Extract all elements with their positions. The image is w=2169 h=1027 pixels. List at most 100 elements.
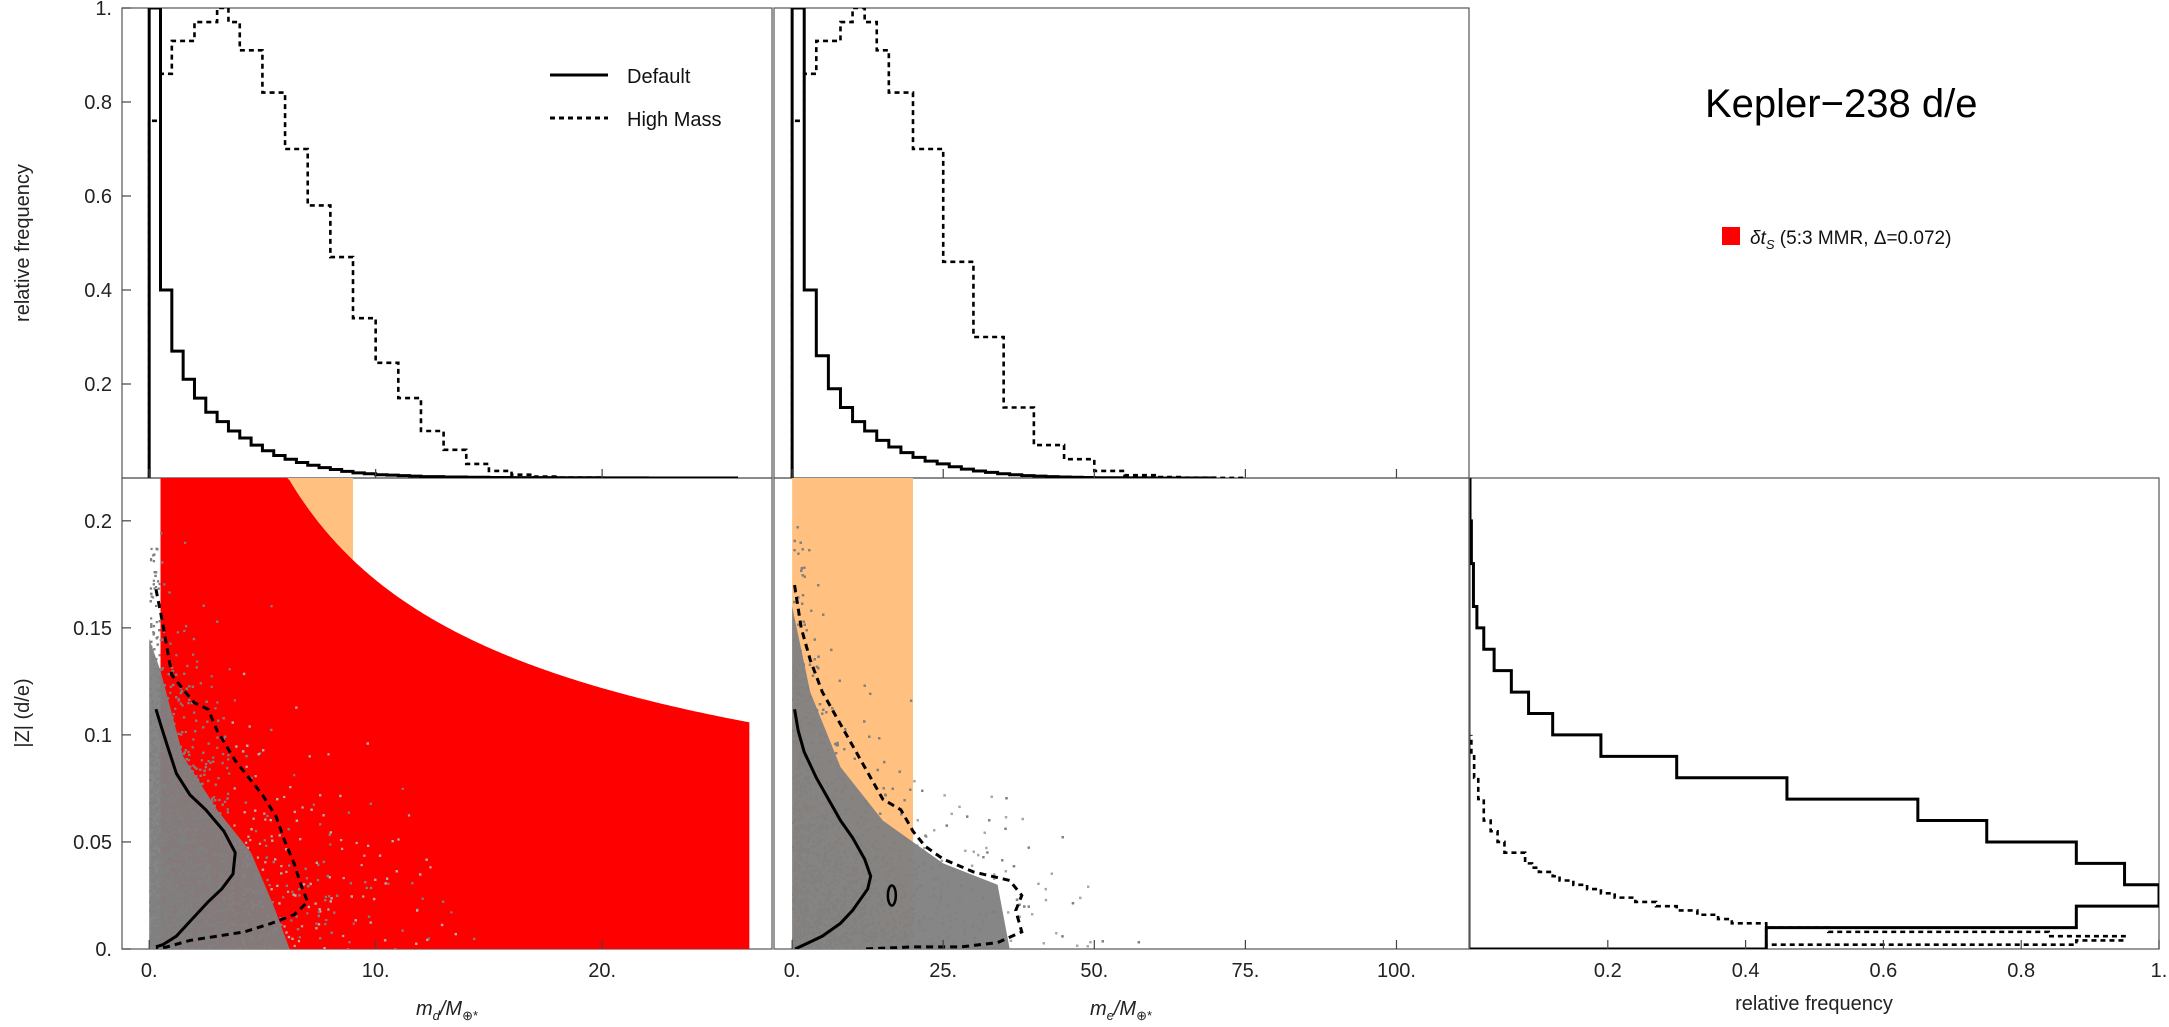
scatter-point <box>348 941 351 944</box>
scatter-point <box>186 664 189 668</box>
scatter-point <box>185 758 188 761</box>
scatter-point <box>202 751 205 754</box>
scatter-point <box>160 532 163 535</box>
scatter-point <box>440 923 444 927</box>
scatter-point <box>257 753 260 756</box>
scatter-point <box>290 919 293 922</box>
scatter-point <box>223 800 227 803</box>
scatter-point <box>179 687 182 690</box>
scatter-point <box>150 640 153 643</box>
scatter-point <box>153 648 156 651</box>
scatter-point <box>335 894 339 897</box>
scatter-point <box>162 630 166 633</box>
scatter-point <box>295 706 298 709</box>
scatter-point <box>415 909 419 912</box>
scatter-point <box>179 702 182 705</box>
scatter-point <box>317 911 320 914</box>
scatter-point <box>288 864 291 867</box>
scatter-point <box>152 583 155 586</box>
scatter-point <box>324 923 327 926</box>
scatter-point <box>350 895 353 898</box>
scatter-point <box>283 795 286 799</box>
scatter-point <box>293 810 296 814</box>
scatter-point <box>250 776 253 780</box>
scatter-point <box>151 596 155 599</box>
scatter-point <box>217 777 220 780</box>
scatter-point <box>261 868 265 871</box>
scatter-point <box>293 774 296 777</box>
scatter-point <box>222 737 225 740</box>
scatter-point <box>200 783 203 786</box>
scatter-point <box>279 917 282 920</box>
scatter-point <box>154 571 158 574</box>
scatter-point <box>228 668 231 671</box>
scatter-point <box>192 711 196 714</box>
scatter-point <box>214 783 217 786</box>
scatter-point <box>266 814 269 818</box>
scatter-point <box>159 638 162 642</box>
scatter-point <box>298 888 301 891</box>
scatter-point <box>188 698 191 702</box>
scatter-point <box>246 744 249 747</box>
scatter-point <box>367 915 371 918</box>
scatter-point <box>226 792 230 795</box>
scatter-point <box>221 803 224 806</box>
scatter-point <box>175 654 178 657</box>
scatter-point <box>181 731 184 734</box>
scatter-point <box>213 804 217 807</box>
scatter-point <box>187 750 190 754</box>
scatter-point <box>354 919 357 922</box>
scatter-point <box>179 692 182 695</box>
scatter-point <box>301 806 304 809</box>
scatter-point <box>209 761 212 764</box>
scatter-point <box>194 730 197 733</box>
scatter-point <box>245 755 248 758</box>
scatter-point <box>179 745 182 748</box>
scatter-point <box>248 725 251 728</box>
scatter-point <box>246 846 249 850</box>
scatter-point <box>184 625 188 628</box>
scatter-point <box>226 808 229 811</box>
scatter-point <box>280 864 283 868</box>
scatter-point <box>188 753 191 756</box>
scatter-point <box>152 631 155 634</box>
scatter-point <box>233 787 236 790</box>
scatter-point <box>224 735 227 738</box>
scatter-point <box>271 839 274 842</box>
scatter-point <box>211 800 214 803</box>
scatter-point <box>369 802 373 806</box>
scatter-point <box>175 673 178 676</box>
scatter-point <box>216 746 219 749</box>
scatter-point <box>367 844 370 847</box>
scatter-point <box>421 897 424 900</box>
scatter-point <box>200 759 203 762</box>
scatter-point <box>182 716 186 719</box>
scatter-point <box>167 697 170 700</box>
scatter-point <box>285 870 288 874</box>
scatter-point <box>304 867 307 870</box>
scatter-point <box>233 824 236 827</box>
scatter-point <box>153 553 156 556</box>
scatter-point <box>226 766 229 770</box>
scatter-point <box>296 928 300 931</box>
scatter-point <box>222 717 225 720</box>
scatter-point <box>287 828 290 831</box>
scatter-point <box>169 685 173 688</box>
scatter-point <box>195 767 198 770</box>
scatter-point <box>174 707 177 710</box>
scatter-point <box>210 685 213 688</box>
scatter-point <box>308 755 311 758</box>
scatter-point <box>149 600 152 603</box>
scatter-point <box>394 948 397 949</box>
scatter-point <box>298 894 301 897</box>
scatter-point <box>218 798 221 802</box>
scatter-point <box>369 921 372 924</box>
scatter-point <box>319 823 322 826</box>
scatter-point <box>192 764 195 767</box>
scatter-point <box>411 882 414 885</box>
scatter-point <box>330 897 333 900</box>
scatter-point <box>401 787 404 790</box>
scatter-point <box>324 895 327 898</box>
scatter-point <box>285 931 288 934</box>
scatter-point <box>328 833 331 836</box>
